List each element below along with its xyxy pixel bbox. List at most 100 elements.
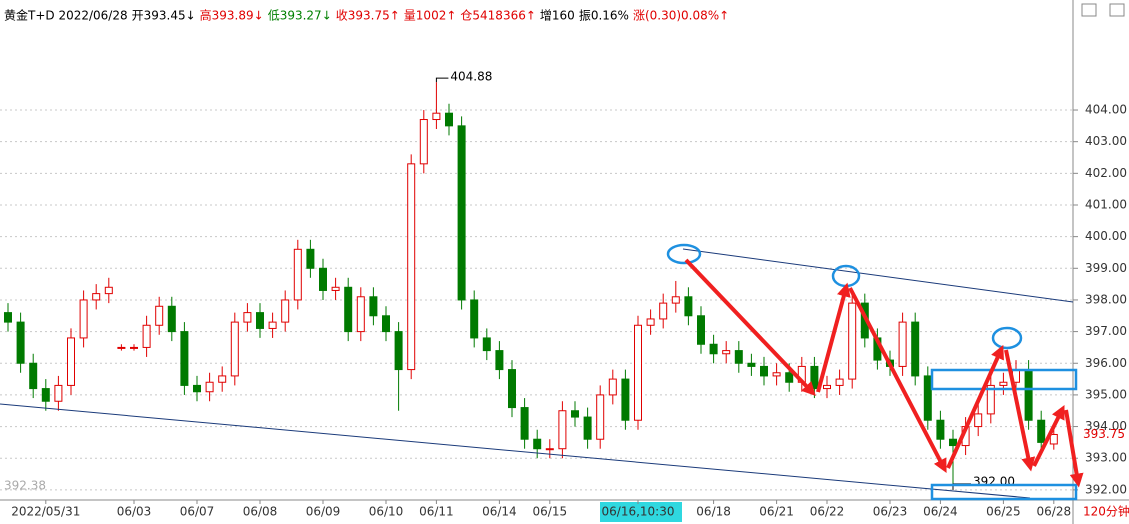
max-pointer [435, 77, 449, 83]
candle-body [785, 372, 794, 383]
candle-body [709, 343, 718, 355]
highlight-box [930, 483, 1078, 501]
candle-body [369, 296, 378, 317]
candle-body [508, 369, 516, 409]
candle-body [848, 302, 857, 380]
toolbar-icon[interactable] [1109, 3, 1125, 17]
candle-body [823, 384, 831, 390]
x-tick-label: 06/03 [117, 505, 152, 519]
candle-body [293, 248, 302, 301]
candle-body [67, 337, 75, 386]
candle-body [533, 438, 542, 450]
corner-label: 392.38 [4, 479, 46, 493]
candle-body [117, 346, 126, 349]
candle-body [193, 384, 201, 393]
highlight-ellipse [666, 243, 702, 265]
header-item: 仓5418366↑ [460, 9, 536, 23]
candle-body [319, 267, 327, 291]
candle-body [256, 312, 264, 329]
y-tick-label: 398.00 [1085, 292, 1127, 306]
y-tick-label: 400.00 [1085, 229, 1127, 243]
x-tick-label: 2022/05/31 [11, 505, 80, 519]
candle-body [1037, 419, 1046, 443]
candle-body [1024, 369, 1033, 421]
y-tick-label: 399.00 [1085, 261, 1127, 275]
candle-body [583, 416, 592, 440]
candle-body [394, 331, 403, 371]
candle-body [495, 350, 504, 371]
header-item: 涨(0.30)0.08%↑ [633, 8, 729, 23]
toolbar-icon[interactable] [1081, 3, 1097, 17]
x-tick-label: 06/15 [533, 505, 568, 519]
candle-body [621, 378, 630, 421]
x-tick-label: 06/09 [306, 505, 341, 519]
x-tick-label: 06/10 [369, 505, 404, 519]
header-item: 增160 [540, 9, 575, 23]
x-tick-label: 06/07 [180, 505, 215, 519]
candle-body [999, 381, 1008, 386]
x-tick-label: 06/28 [1037, 505, 1072, 519]
candle-body [835, 378, 844, 386]
candle-body [520, 407, 529, 440]
candle-body [671, 296, 680, 304]
x-tick-label: 06/16,10:30 [602, 505, 675, 519]
header-item: 量1002↑ [404, 9, 457, 23]
candle-body [331, 286, 340, 291]
header-item: 低393.27↓ [268, 9, 332, 23]
candle-body [281, 299, 290, 323]
annotations [0, 243, 1084, 501]
candle-body [571, 410, 579, 418]
candle-body [407, 163, 416, 371]
candle-body [545, 448, 554, 451]
candle-body [54, 384, 63, 402]
candle-body [810, 365, 819, 390]
candle-body [974, 413, 983, 428]
candle-body [949, 438, 957, 447]
candle-body [646, 318, 655, 326]
candle-body [432, 112, 441, 121]
candle-body [697, 315, 705, 345]
candle-body [986, 384, 995, 415]
candle-body [445, 112, 453, 127]
candle-body [79, 299, 88, 339]
candle-body [596, 394, 605, 440]
candle-body [4, 312, 12, 323]
header-item: 振0.16% [579, 9, 629, 23]
last-price-label: 393.75 [1083, 427, 1125, 441]
max-label: 404.88 [450, 70, 492, 84]
x-tick-label: 06/11 [419, 505, 454, 519]
header-item: 开393.45↓ [132, 9, 196, 23]
x-tick-label: 06/18 [696, 505, 731, 519]
x-tick-label: 06/14 [482, 505, 517, 519]
cursor-date-highlight [600, 502, 682, 522]
header-item: 收393.75↑ [336, 9, 400, 23]
y-tick-label: 395.00 [1085, 387, 1127, 401]
candle-body [470, 299, 479, 339]
period-label: 120分钟 [1083, 504, 1129, 519]
candle-body [356, 296, 365, 333]
header-item: 高393.89↓ [200, 8, 264, 23]
x-tick-label: 06/23 [873, 505, 908, 519]
highlight-box [930, 368, 1078, 391]
y-tick-label: 402.00 [1085, 166, 1127, 180]
candle-body [634, 324, 642, 421]
min-label: 392.00 [973, 474, 1015, 488]
candle-body [734, 350, 743, 364]
candle-body [306, 248, 315, 269]
candle-body [230, 321, 239, 377]
candle-body [268, 321, 277, 329]
header-item: 黄金T+D 2022/06/28 [4, 8, 128, 23]
candle-body [722, 350, 731, 355]
highlight-ellipse [991, 326, 1023, 350]
candle-body [457, 125, 466, 301]
candle-body [344, 286, 353, 333]
candle-body [659, 302, 668, 320]
y-tick-label: 401.00 [1085, 197, 1127, 211]
candle-body [1049, 433, 1058, 445]
y-tick-label: 396.00 [1085, 356, 1127, 370]
y-tick-label: 403.00 [1085, 134, 1127, 148]
x-tick-label: 06/24 [923, 505, 958, 519]
candle-body [911, 321, 920, 377]
x-tick-label: 06/22 [810, 505, 845, 519]
candle-body [41, 388, 50, 402]
